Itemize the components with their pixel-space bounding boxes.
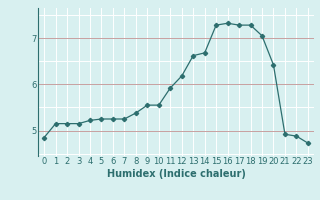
X-axis label: Humidex (Indice chaleur): Humidex (Indice chaleur) [107, 169, 245, 179]
